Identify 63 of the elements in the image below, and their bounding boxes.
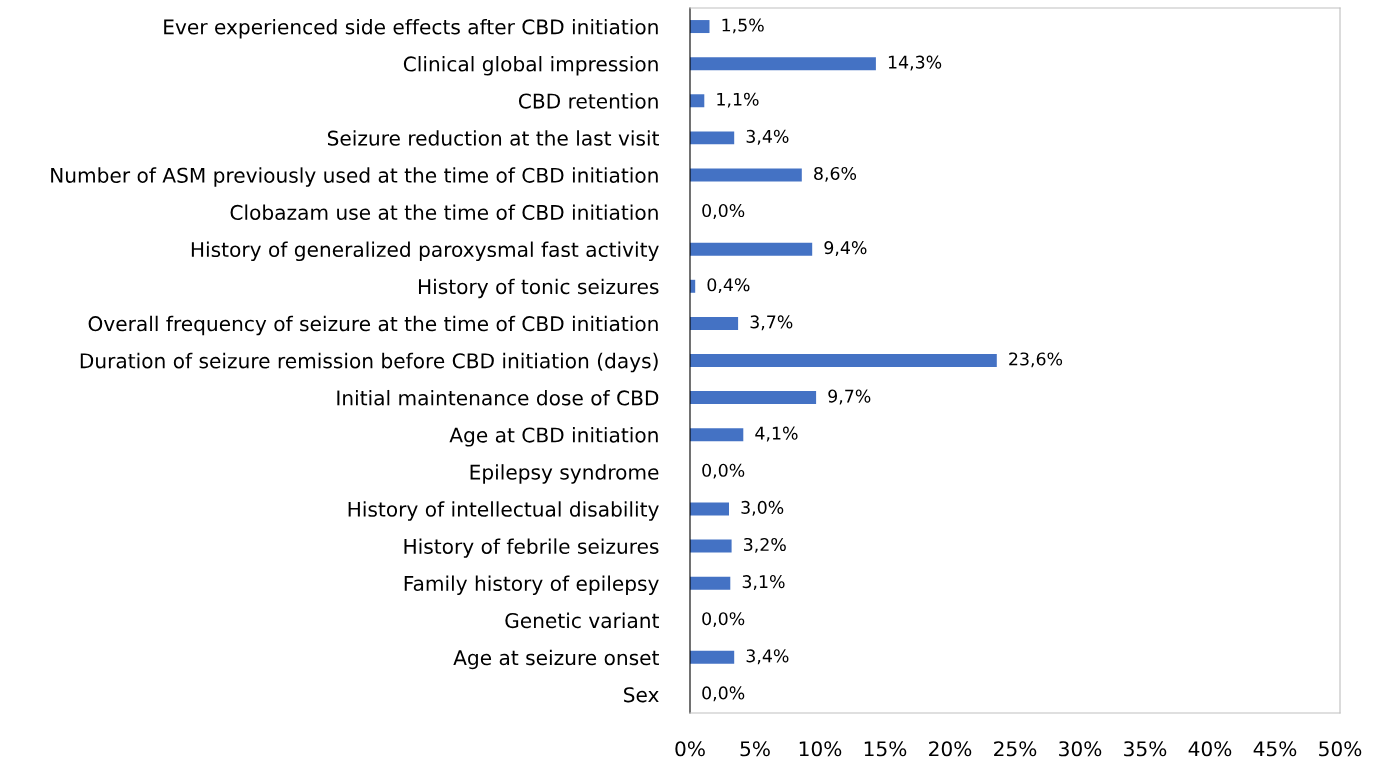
y-tick-label: Number of ASM previously used at the time of CBD initiation xyxy=(51,167,658,187)
x-tick-label: 50% xyxy=(1319,741,1362,757)
x-tick-label: 15% xyxy=(864,741,907,757)
y-tick-label: History of intellectual disability xyxy=(348,501,659,521)
y-tick-label: Clinical global impression xyxy=(403,56,658,76)
y-tick-label: History of tonic seizures xyxy=(418,278,659,299)
bar xyxy=(690,20,710,34)
data-label: 0,0% xyxy=(702,686,745,702)
bar xyxy=(690,131,735,145)
data-label: 3,1% xyxy=(742,575,785,590)
bar xyxy=(690,316,739,330)
y-tick-label: Ever experienced side effects after CBD initiation xyxy=(164,18,658,39)
bar xyxy=(690,502,729,516)
bar xyxy=(690,242,813,256)
x-tick-label: 20% xyxy=(929,741,972,757)
y-tick-label: Overall frequency of seizure at the time of CBD initiation xyxy=(88,315,658,336)
data-label: 4,1% xyxy=(755,426,798,442)
y-tick-label: Initial maintenance dose of CBD xyxy=(337,389,659,406)
data-label: 9,4% xyxy=(824,241,867,256)
bar xyxy=(690,576,731,590)
y-tick-label: Age at seizure onset xyxy=(453,649,659,670)
data-label: 3,7% xyxy=(750,315,793,331)
bar xyxy=(690,428,744,442)
y-tick-label: Genetic variant xyxy=(505,612,659,629)
data-label: 3,2% xyxy=(744,537,786,553)
bar xyxy=(690,539,732,553)
y-tick-label: Family history of epilepsy xyxy=(404,575,659,595)
y-tick-label: Clobazam use at the time of CBD initiation xyxy=(230,204,658,221)
data-label: 0,0% xyxy=(702,203,745,219)
bar xyxy=(690,354,997,367)
x-tick-label: 35% xyxy=(1124,741,1167,757)
bar xyxy=(690,168,802,182)
data-label: 3,4% xyxy=(746,649,789,665)
data-label: 9,7% xyxy=(828,389,871,405)
data-label: 14,3% xyxy=(888,55,942,71)
bar xyxy=(690,57,876,71)
y-tick-label: Age at CBD initiation xyxy=(449,427,658,447)
data-label: 8,6% xyxy=(814,166,857,182)
data-label: 1,5% xyxy=(722,18,764,34)
data-label: 0,0% xyxy=(702,612,745,628)
x-tick-label: 30% xyxy=(1059,741,1102,757)
y-tick-label: History of febrile seizures xyxy=(404,538,659,558)
y-tick-label: Sex xyxy=(624,687,659,703)
x-tick-label: 5% xyxy=(740,741,770,757)
x-tick-label: 10% xyxy=(799,741,842,757)
y-tick-label: Epilepsy syndrome xyxy=(470,464,659,484)
data-label: 1,1% xyxy=(717,92,759,108)
data-label: 0,4% xyxy=(707,278,750,294)
x-tick-label: 25% xyxy=(994,741,1037,757)
data-label: 3,0% xyxy=(741,500,784,516)
y-tick-label: Seizure reduction at the last visit xyxy=(327,130,659,146)
data-label: 3,4% xyxy=(746,129,789,145)
x-tick-label: 45% xyxy=(1253,741,1297,757)
bar xyxy=(690,650,735,664)
y-tick-label: CBD retention xyxy=(518,93,658,109)
x-tick-label: 0% xyxy=(675,741,705,757)
bar xyxy=(690,94,705,108)
bar xyxy=(690,391,817,405)
data-label: 23,6% xyxy=(1009,352,1063,368)
y-tick-label: Duration of seizure remission before CBD initiation (days) xyxy=(80,352,658,373)
x-tick-label: 40% xyxy=(1188,741,1232,757)
data-label: 0,0% xyxy=(702,463,745,479)
y-tick-label: History of generalized paroxysmal fast activity xyxy=(191,241,659,262)
